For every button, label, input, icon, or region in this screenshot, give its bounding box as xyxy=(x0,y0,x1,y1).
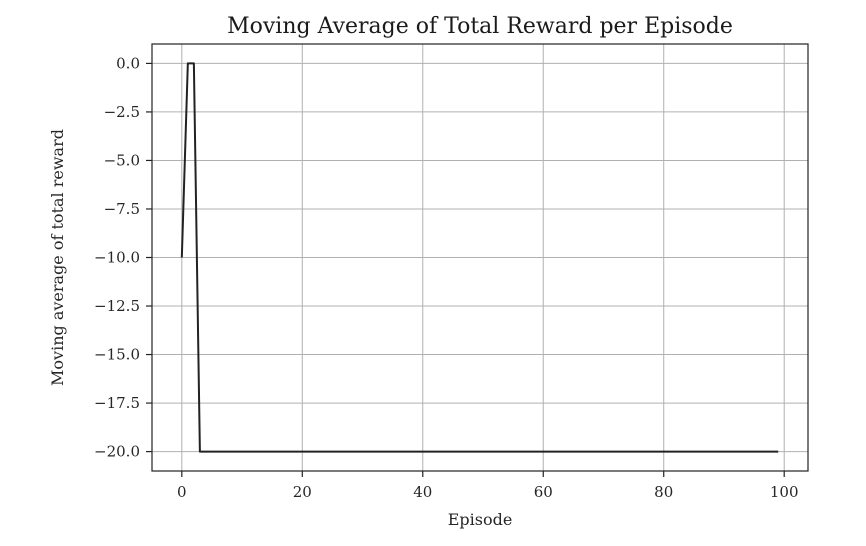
grid xyxy=(152,44,808,471)
y-tick-label: −12.5 xyxy=(94,297,140,315)
x-tick-label: 60 xyxy=(534,483,553,501)
ticks: 0 20 40 60 80 100 0.0 −2.5 −5.0 −7.5 −10.0 −12.5 −15… xyxy=(94,54,798,501)
y-axis-label: Moving average of total reward xyxy=(48,129,67,386)
x-axis-label: Episode xyxy=(448,510,513,529)
x-tick-label: 100 xyxy=(770,483,799,501)
y-tick-label: −17.5 xyxy=(94,394,140,412)
y-tick-label: −10.0 xyxy=(94,249,140,267)
y-tick-label: −20.0 xyxy=(94,443,140,461)
x-tick-label: 0 xyxy=(177,483,187,501)
x-tick-label: 80 xyxy=(654,483,673,501)
y-tick-label: −2.5 xyxy=(104,103,140,121)
x-tick-label: 40 xyxy=(413,483,432,501)
series-layer xyxy=(180,62,779,453)
x-tick-label: 20 xyxy=(293,483,312,501)
y-tick-label: −5.0 xyxy=(104,151,140,169)
y-tick-label: −7.5 xyxy=(104,200,140,218)
chart-title: Moving Average of Total Reward per Episo… xyxy=(227,14,733,39)
y-tick-label: −15.0 xyxy=(94,346,140,364)
series-line xyxy=(180,62,779,453)
y-tick-label: 0.0 xyxy=(116,54,140,72)
